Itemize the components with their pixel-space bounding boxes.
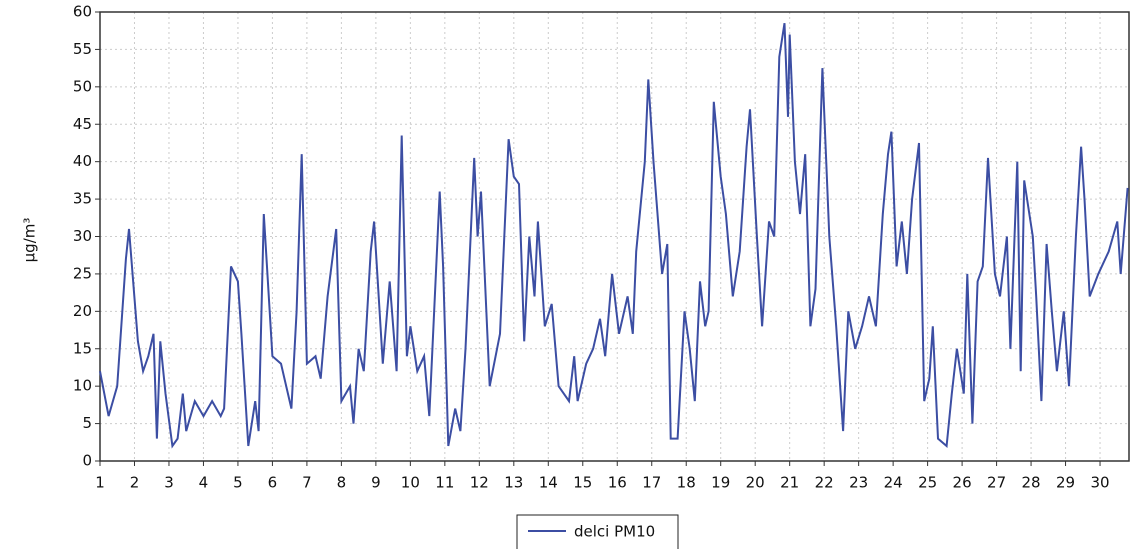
y-tick-label: 0 [82,452,92,470]
x-tick-label: 3 [164,474,174,492]
legend-box [516,514,679,553]
x-tick-label: 27 [987,474,1006,492]
y-tick-label: 20 [73,302,92,320]
y-tick-label: 25 [73,264,92,282]
x-tick-label: 9 [371,474,381,492]
legend-label: delci PM10 [574,523,655,541]
y-axis-label: μg/m³ [21,218,39,263]
x-tick-label: 22 [815,474,834,492]
x-tick-label: 26 [953,474,972,492]
data-line [99,23,1129,449]
x-tick-label: 15 [573,474,592,492]
y-tick-label: 50 [73,77,92,95]
x-tick-label: 17 [642,474,661,492]
x-tick-label: 1 [95,474,105,492]
x-tick-label: 20 [746,474,765,492]
x-tick-label: 23 [849,474,868,492]
y-tick-label: 30 [73,227,92,245]
x-tick-label: 11 [435,474,454,492]
x-tick-label: 13 [504,474,523,492]
y-tick-label: 10 [73,377,92,395]
x-tick-label: 29 [1056,474,1075,492]
x-tick-label: 16 [608,474,627,492]
y-tick-label: 40 [73,152,92,170]
x-tick-label: 2 [130,474,140,492]
x-tick-label: 21 [780,474,799,492]
x-tick-label: 19 [711,474,730,492]
x-tick-label: 28 [1022,474,1041,492]
x-tick-label: 24 [884,474,903,492]
y-tick-label: 35 [73,190,92,208]
y-tick-label: 55 [73,40,92,58]
y-tick-label: 45 [73,115,92,133]
x-tick-label: 12 [470,474,489,492]
y-tick-label: 5 [82,414,92,432]
y-tick-label: 15 [73,339,92,357]
x-tick-label: 18 [677,474,696,492]
y-tick-label: 60 [73,3,92,21]
x-tick-label: 7 [302,474,312,492]
x-tick-label: 10 [401,474,420,492]
x-tick-label: 4 [199,474,209,492]
x-tick-label: 30 [1090,474,1109,492]
x-tick-label: 8 [337,474,347,492]
plot-frame [99,11,1130,462]
x-tick-label: 14 [539,474,558,492]
x-tick-label: 25 [918,474,937,492]
x-tick-label: 6 [268,474,278,492]
x-tick-label: 5 [233,474,243,492]
